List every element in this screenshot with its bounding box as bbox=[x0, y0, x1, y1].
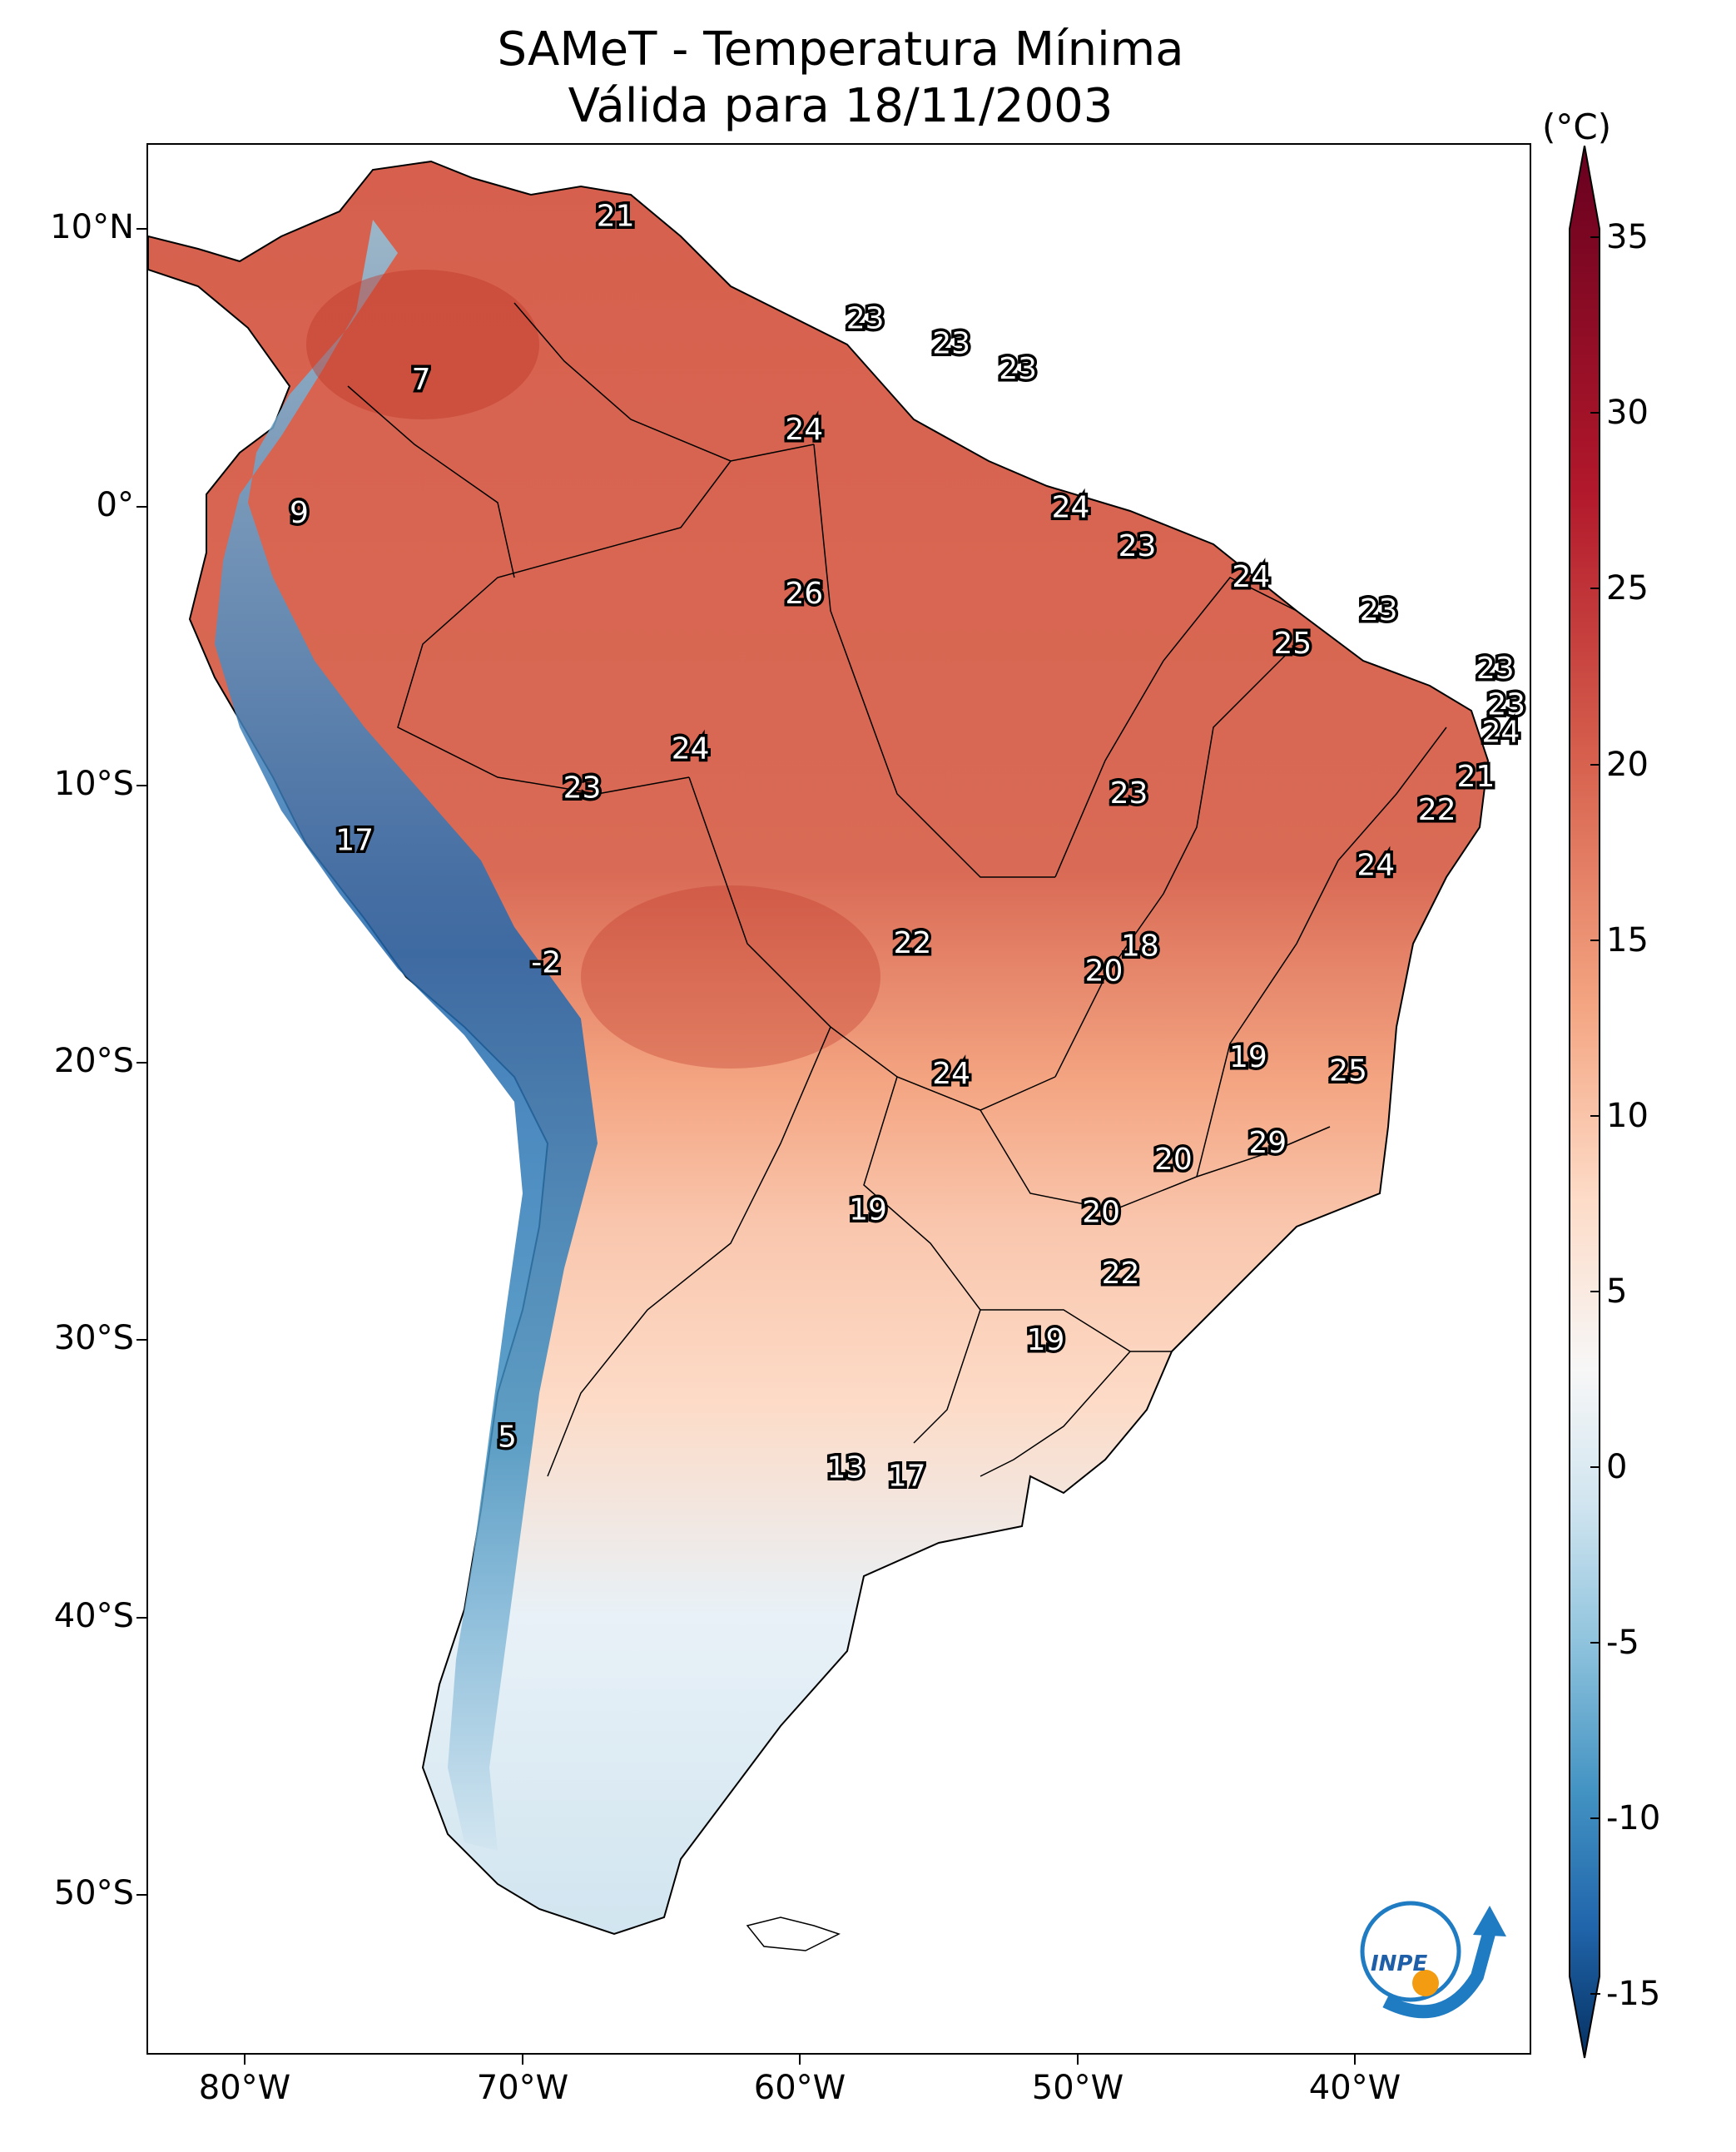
colorbar-tick-label: 5 bbox=[1606, 1272, 1628, 1311]
lon-tick-label: 40°W bbox=[1308, 2069, 1401, 2107]
warm-core-pantanal bbox=[581, 885, 880, 1069]
falkland-islands bbox=[746, 1916, 841, 1951]
colorbar-tick-label: 20 bbox=[1606, 746, 1649, 784]
temperature-label: 7 bbox=[412, 363, 431, 397]
colorbar-unit: (°C) bbox=[1542, 107, 1612, 147]
colorbar-tick-label: 30 bbox=[1606, 394, 1649, 432]
lon-tickmark bbox=[1077, 2055, 1079, 2065]
colorbar-tickmark bbox=[1590, 588, 1600, 589]
inpe-logo: INPE bbox=[1360, 1901, 1506, 2019]
colorbar-tick-label: 35 bbox=[1606, 218, 1649, 256]
lon-tickmark bbox=[244, 2055, 246, 2065]
temperature-label: 22 bbox=[893, 926, 931, 960]
lat-tick-label: 10°N bbox=[50, 208, 134, 246]
lat-tickmark bbox=[136, 1339, 146, 1341]
temperature-label: 23 bbox=[846, 302, 885, 336]
temperature-label: 23 bbox=[932, 327, 970, 361]
temperature-label: 24 bbox=[672, 732, 710, 766]
colorbar-tick-label: -15 bbox=[1606, 1975, 1661, 2013]
lon-tickmark bbox=[522, 2055, 523, 2065]
political-borders bbox=[347, 302, 1447, 1477]
lat-tickmark bbox=[136, 1617, 146, 1619]
lat-tick-label: 20°S bbox=[53, 1042, 134, 1080]
temperature-label: 21 bbox=[1456, 760, 1495, 794]
temperature-label: 23 bbox=[1487, 687, 1525, 721]
temperature-label: 23 bbox=[999, 352, 1037, 386]
temperature-label: 23 bbox=[1360, 593, 1398, 627]
temperature-label: 25 bbox=[1273, 627, 1312, 661]
colorbar-tick-label: 15 bbox=[1606, 921, 1649, 959]
colorbar-tickmark bbox=[1590, 1291, 1600, 1292]
temperature-label: 23 bbox=[1118, 529, 1157, 563]
temperature-label: 20 bbox=[1085, 954, 1123, 988]
colorbar-tickmark bbox=[1590, 1466, 1600, 1468]
svg-text:INPE: INPE bbox=[1371, 1951, 1427, 1976]
temperature-label: 20 bbox=[1154, 1143, 1193, 1177]
colorbar-tick-label: -10 bbox=[1606, 1799, 1661, 1837]
temperature-label: 24 bbox=[1052, 491, 1090, 525]
temperature-label: 24 bbox=[932, 1057, 970, 1091]
lat-tickmark bbox=[136, 1062, 146, 1064]
colorbar-tickmark bbox=[1590, 764, 1600, 766]
temperature-label: 9 bbox=[290, 496, 309, 530]
temperature-label: 21 bbox=[597, 199, 635, 233]
lon-tickmark bbox=[1354, 2055, 1356, 2065]
colorbar-tickmark bbox=[1590, 412, 1600, 414]
temperature-label: 17 bbox=[888, 1459, 926, 1493]
colorbar bbox=[1569, 146, 1600, 2059]
lat-tick-label: 10°S bbox=[53, 765, 134, 803]
lon-tick-label: 80°W bbox=[198, 2069, 291, 2107]
lon-tickmark bbox=[799, 2055, 801, 2065]
lon-tick-label: 50°W bbox=[1031, 2069, 1124, 2107]
warm-core-north bbox=[306, 270, 539, 419]
colorbar-tickmark bbox=[1590, 1642, 1600, 1644]
map-title: SAMeT - Temperatura Mínima bbox=[497, 22, 1184, 77]
colorbar-tickmark bbox=[1590, 940, 1600, 941]
colorbar-tickmark bbox=[1590, 236, 1600, 238]
temperature-label: 19 bbox=[1027, 1323, 1065, 1357]
temperature-label: 20 bbox=[1082, 1196, 1120, 1230]
colorbar-tickmark bbox=[1590, 1993, 1600, 1995]
temperature-label: 24 bbox=[1357, 849, 1395, 883]
colorbar-tickmark bbox=[1590, 1817, 1600, 1819]
temperature-label: 22 bbox=[1418, 793, 1456, 827]
temperature-label: 22 bbox=[1102, 1257, 1140, 1291]
temperature-label: 24 bbox=[1481, 716, 1520, 750]
lat-tickmark bbox=[136, 228, 146, 230]
temperature-label: 26 bbox=[785, 577, 823, 611]
lon-tick-label: 70°W bbox=[476, 2069, 569, 2107]
colorbar-tick-label: 10 bbox=[1606, 1097, 1649, 1135]
temperature-label: 17 bbox=[335, 824, 374, 858]
temperature-label: 25 bbox=[1329, 1054, 1367, 1088]
colorbar-tick-label: -5 bbox=[1606, 1624, 1639, 1662]
temperature-label: 23 bbox=[1110, 776, 1148, 811]
temperature-label: 19 bbox=[1229, 1040, 1267, 1074]
lat-tickmark bbox=[136, 506, 146, 508]
lat-tickmark bbox=[136, 1894, 146, 1896]
map-area: 21 7 9 23 23 23 24 24 23 26 24 23 25 23 23 24 21 22 24 23 23… bbox=[146, 143, 1531, 2055]
temperature-label: 13 bbox=[826, 1450, 865, 1485]
lat-tick-label: 0° bbox=[96, 486, 134, 524]
andes-cold-band bbox=[215, 220, 598, 1851]
colorbar-tick-label: 25 bbox=[1606, 569, 1649, 607]
colorbar-tickmark bbox=[1590, 1115, 1600, 1117]
temperature-label: 5 bbox=[498, 1421, 517, 1455]
map-subtitle: Válida para 18/11/2003 bbox=[568, 79, 1114, 133]
lat-tickmark bbox=[136, 785, 146, 786]
lat-tick-label: 40°S bbox=[53, 1597, 134, 1635]
temperature-label: 19 bbox=[849, 1193, 887, 1227]
temperature-label: -2 bbox=[531, 945, 561, 979]
temperature-label: 23 bbox=[1476, 652, 1515, 686]
temperature-label: 18 bbox=[1121, 929, 1159, 963]
temperature-label: 24 bbox=[785, 413, 823, 447]
temperature-label: 23 bbox=[563, 771, 602, 805]
lat-tick-label: 50°S bbox=[53, 1874, 134, 1912]
temperature-label: 29 bbox=[1248, 1126, 1287, 1160]
lon-tick-label: 60°W bbox=[753, 2069, 846, 2107]
temperature-label: 24 bbox=[1232, 560, 1270, 594]
colorbar-tick-label: 0 bbox=[1606, 1448, 1628, 1486]
lat-tick-label: 30°S bbox=[53, 1319, 134, 1357]
